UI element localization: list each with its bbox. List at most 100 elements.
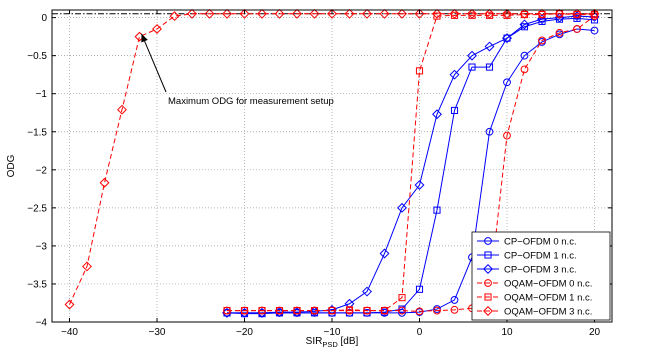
data-point — [274, 8, 285, 19]
data-point — [503, 34, 511, 42]
data-point — [450, 106, 459, 115]
grid — [52, 10, 612, 323]
data-point — [433, 306, 441, 315]
legend-label: CP−OFDM 1 n.c. — [504, 251, 577, 262]
data-point — [520, 65, 529, 74]
data-point — [152, 24, 162, 34]
data-point — [379, 248, 390, 259]
x-axis-label-unit: [dB] — [338, 336, 359, 347]
x-tick-label: 0 — [417, 327, 423, 338]
data-point — [449, 8, 460, 19]
x-tick-label: −40 — [61, 327, 78, 338]
y-tick-label: −2.5 — [27, 203, 47, 214]
data-point — [257, 8, 267, 19]
legend-entry: CP−OFDM 3 n.c. — [477, 264, 577, 276]
data-point — [502, 8, 512, 19]
series-line — [227, 13, 595, 312]
annotation-layer: Maximum ODG for measurement setup — [141, 33, 334, 107]
data-point — [344, 8, 355, 19]
data-point — [433, 206, 441, 214]
y-tick-label: −1 — [36, 89, 48, 100]
data-point — [590, 26, 599, 35]
data-point — [64, 299, 75, 310]
legend-label: OQAM−OFDM 1 n.c. — [504, 293, 592, 304]
legend-entry: OQAM−OFDM 1 n.c. — [477, 293, 592, 304]
y-tick-label: −0.5 — [27, 51, 47, 62]
y-axis-label: ODG — [6, 154, 17, 177]
data-point — [293, 307, 301, 315]
data-point — [432, 109, 442, 120]
legend-entry: OQAM−OFDM 0 n.c. — [477, 279, 592, 290]
data-point — [258, 307, 266, 315]
data-point — [397, 8, 407, 19]
x-tick-label: 10 — [501, 327, 513, 338]
data-point — [204, 8, 215, 19]
data-point — [117, 104, 127, 115]
data-point — [380, 307, 389, 315]
data-point — [502, 33, 512, 44]
data-point — [414, 8, 425, 19]
annotation-text: Maximum ODG for measurement setup — [168, 96, 334, 107]
data-point — [484, 8, 495, 19]
annotation-arrow-line — [141, 33, 167, 93]
data-point — [519, 19, 530, 30]
legend: CP−OFDM 0 n.c. CP−OFDM 1 n.c. CP−OFDM 3 n.… — [471, 231, 611, 321]
data-point — [309, 8, 320, 19]
data-point — [240, 307, 249, 315]
data-point — [432, 8, 442, 19]
legend-entry: OQAM−OFDM 3 n.c. — [477, 306, 592, 318]
data-point — [572, 8, 582, 19]
data-point — [573, 25, 581, 33]
data-point — [362, 286, 372, 297]
data-point — [398, 306, 406, 315]
data-point — [328, 307, 336, 315]
axes: −40 −30 −20 −10 0 10 20 0 −0.5 −1 −1.5 −2 −2.5 −3 −3.5… — [6, 9, 613, 349]
series-line — [227, 15, 595, 314]
legend-swatch-marker — [484, 293, 492, 301]
x-tick-label: −10 — [324, 327, 341, 338]
y-tick-label: 0 — [41, 13, 47, 24]
legend-entry: CP−OFDM 1 n.c. — [477, 251, 577, 262]
x-tick-label: 20 — [589, 327, 601, 338]
data-point — [485, 63, 494, 71]
legend-swatch-marker — [483, 306, 493, 316]
legend-label: OQAM−OFDM 3 n.c. — [504, 307, 592, 318]
data-point — [485, 127, 494, 136]
data-point — [187, 8, 197, 19]
legend-entry: CP−OFDM 0 n.c. — [477, 237, 577, 248]
data-point — [433, 12, 441, 20]
data-point — [169, 11, 180, 22]
data-point — [555, 28, 564, 37]
data-point — [239, 8, 250, 19]
data-point — [503, 78, 511, 87]
x-tick-label: −20 — [236, 327, 253, 338]
legend-swatch-marker — [483, 264, 493, 274]
data-point — [99, 177, 110, 188]
data-point — [398, 294, 406, 302]
x-axis-label-main: SIR — [306, 336, 323, 347]
legend-label: CP−OFDM 3 n.c. — [504, 265, 577, 276]
data-point — [415, 285, 424, 293]
data-point — [344, 298, 355, 309]
data-point — [362, 8, 372, 19]
legend-label: CP−OFDM 0 n.c. — [504, 237, 577, 248]
data-point — [589, 8, 600, 19]
x-tick-label: −30 — [149, 327, 166, 338]
data-point — [450, 296, 459, 304]
data-point — [345, 306, 354, 314]
legend-label: OQAM−OFDM 0 n.c. — [504, 279, 592, 290]
data-point — [415, 307, 424, 316]
data-point — [520, 51, 529, 60]
data-point — [538, 36, 546, 45]
data-point — [292, 8, 302, 19]
legend-box — [471, 231, 611, 321]
data-point — [310, 307, 319, 315]
x-axis-label-subscript: PSD — [322, 340, 338, 349]
legend-swatch-marker — [484, 237, 492, 245]
y-tick-label: −3.5 — [27, 279, 47, 290]
data-point — [397, 202, 407, 213]
y-tick-label: −1.5 — [27, 127, 47, 138]
y-tick-label: −3 — [36, 241, 48, 252]
